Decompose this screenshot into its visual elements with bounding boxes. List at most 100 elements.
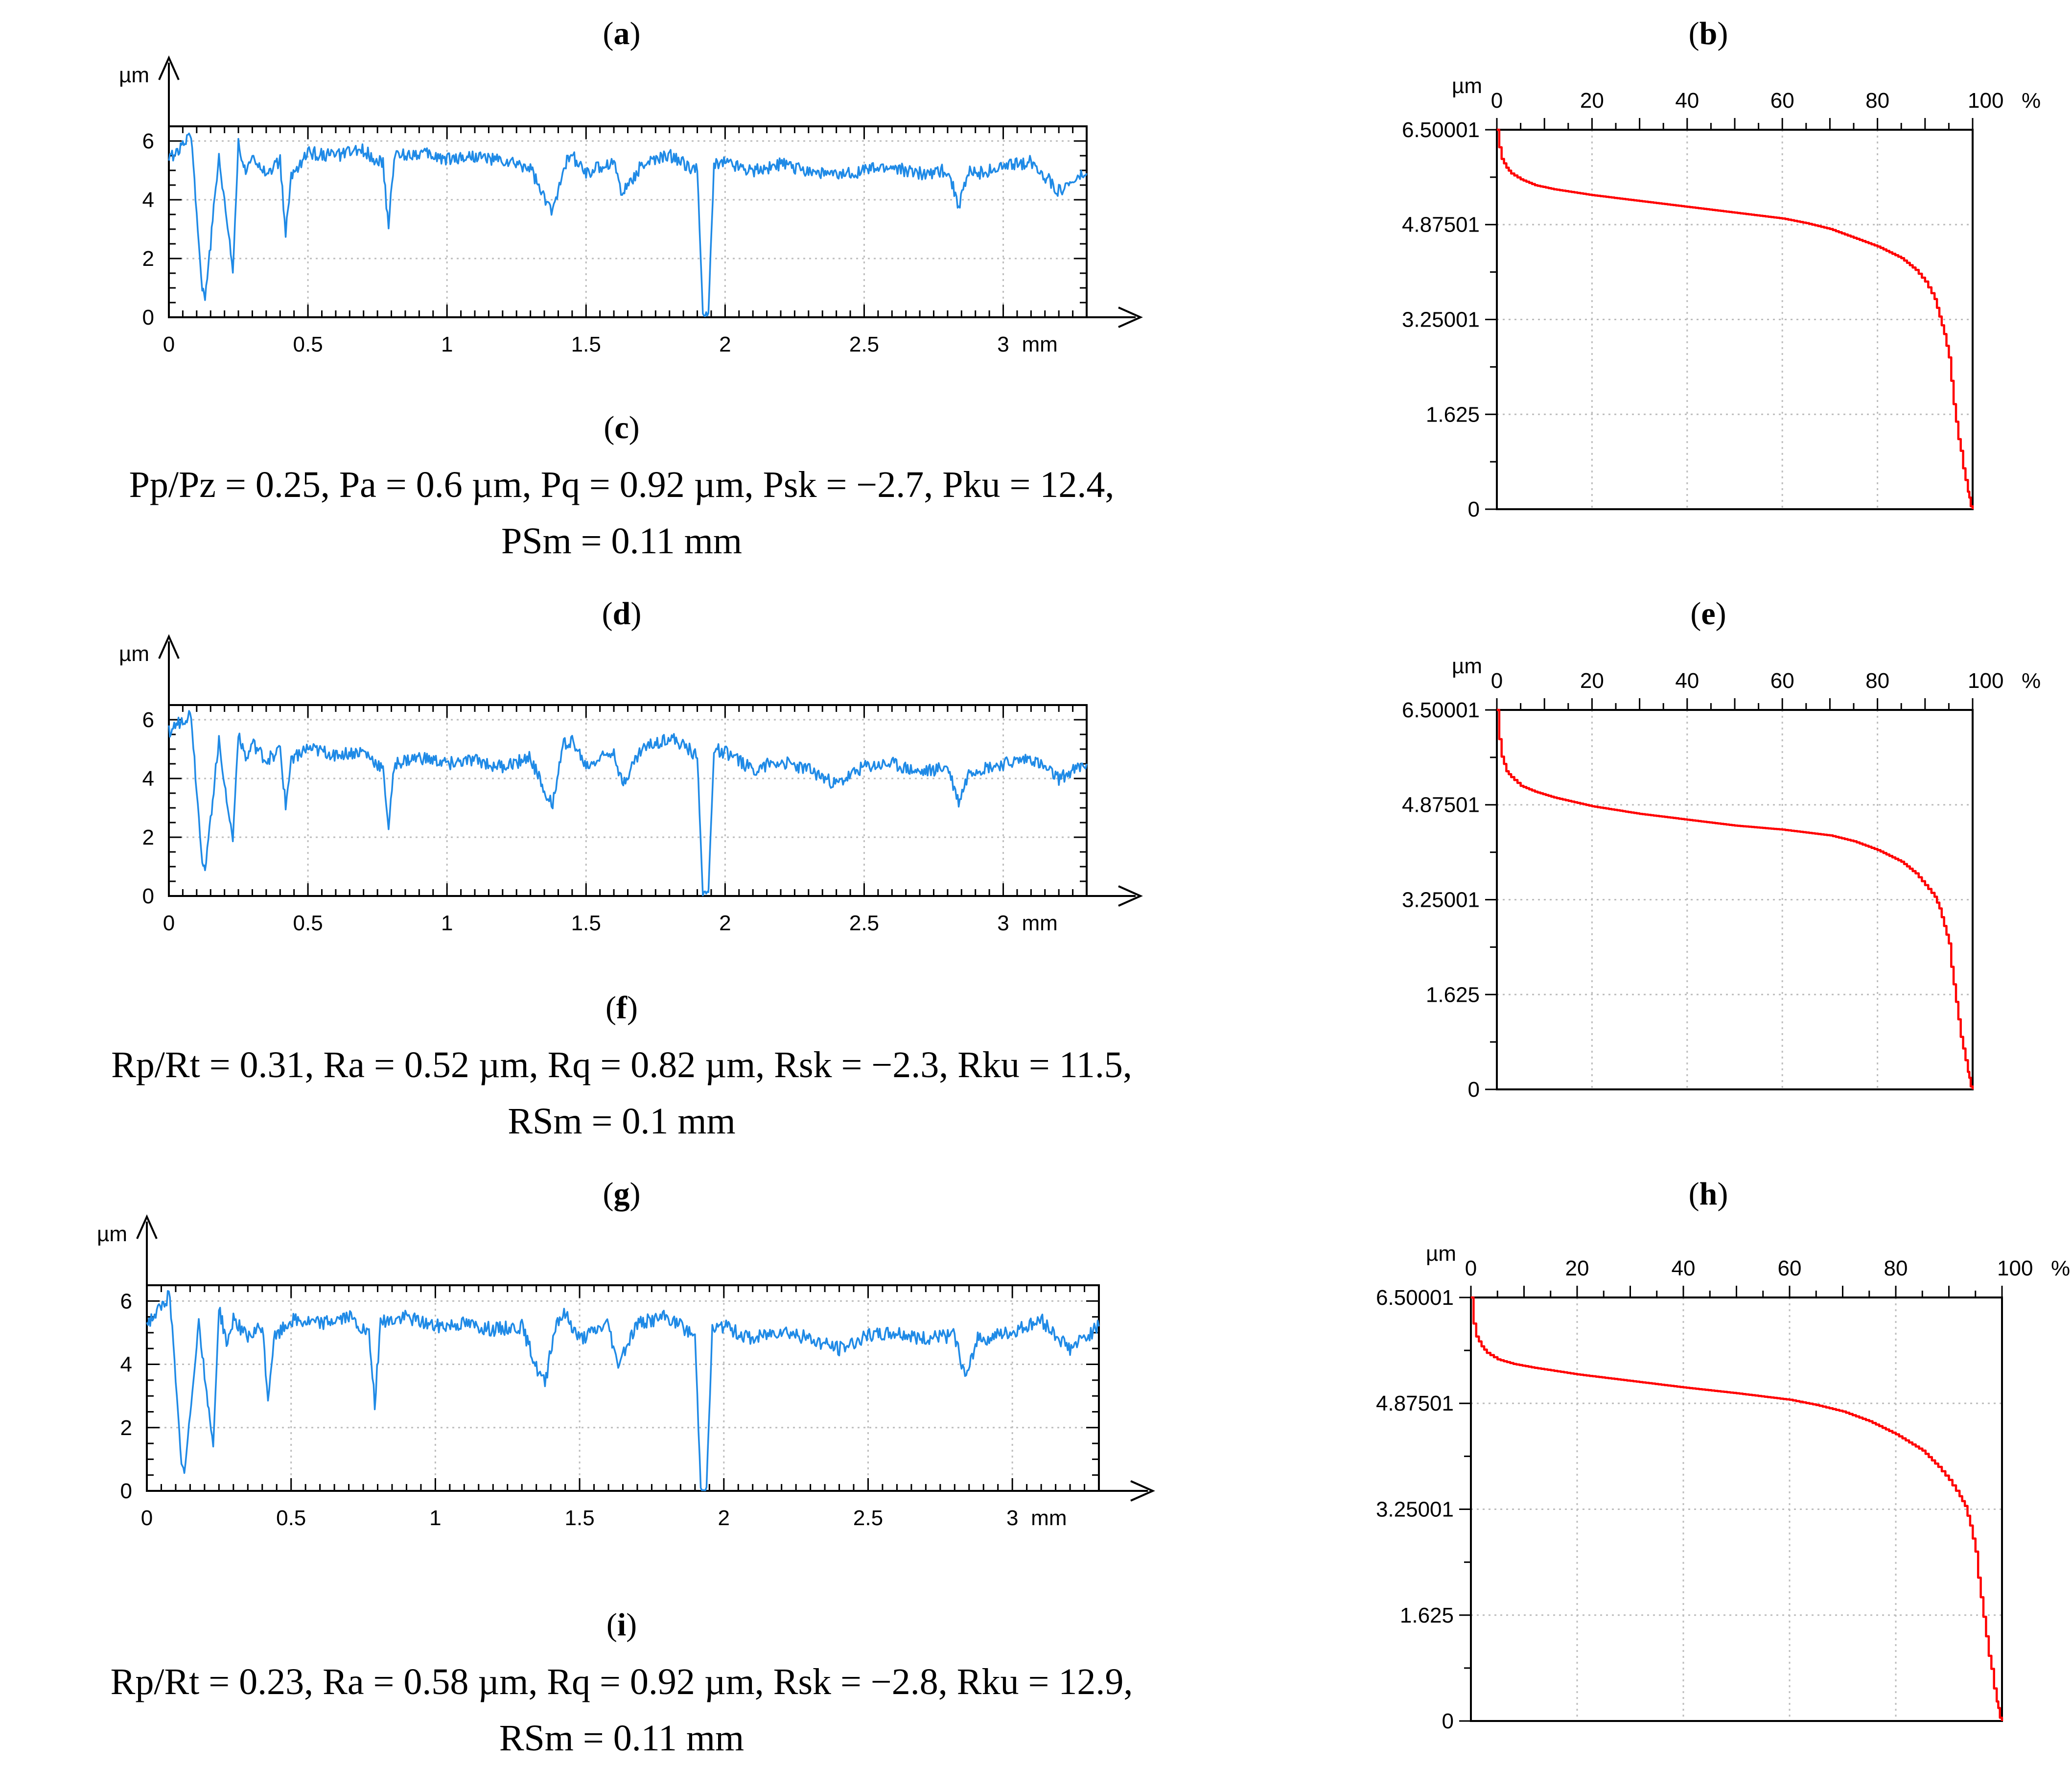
- y-tick-label: 3.25001: [1376, 1497, 1454, 1521]
- panel-label-h: (h): [1689, 1176, 1728, 1212]
- y-tick-label: 4: [120, 1353, 132, 1377]
- x-tick-label: 0: [1465, 1256, 1477, 1280]
- x-tick-label: 1.5: [571, 332, 601, 356]
- bearing-chart-e: 0 20 40 60 80 100 % 0 1.625 3.25001 4.87501 6.50001…: [1402, 654, 2041, 1102]
- y-tick-label: 4.87501: [1402, 213, 1480, 237]
- x-tick-label: 60: [1770, 89, 1794, 113]
- panel-label-b: (b): [1689, 16, 1728, 51]
- panel-label-d: (d): [602, 596, 642, 632]
- stats-f-line2: RSm = 0.1 mm: [508, 1101, 735, 1142]
- x-tick-label: 20: [1565, 1256, 1589, 1280]
- x-axis-arrowhead: [1118, 885, 1143, 907]
- y-tick-label: 2: [142, 825, 154, 849]
- x-unit-label: mm: [1031, 1506, 1067, 1530]
- x-tick-label: 2: [718, 1506, 730, 1530]
- y-tick-label: 3.25001: [1402, 307, 1480, 331]
- y-tick-label: 2: [120, 1416, 132, 1440]
- x-tick-label: 40: [1672, 1256, 1696, 1280]
- y-unit-label: µm: [97, 1222, 127, 1246]
- y-unit-label: µm: [1452, 74, 1482, 98]
- y-tick-label: 2: [142, 247, 154, 271]
- x-tick-label: 80: [1865, 669, 1889, 693]
- x-tick-label: 80: [1865, 89, 1889, 113]
- profile-chart-a: 0 0.5 1 1.5 2 2.5 3 mm 0 2 4 6 µm: [119, 55, 1143, 356]
- x-tick-label: 2: [719, 911, 731, 935]
- x-unit-label: mm: [1022, 332, 1058, 356]
- x-tick-label: 2.5: [849, 911, 879, 935]
- y-tick-label: 1.625: [1400, 1603, 1454, 1627]
- x-tick-label: 2.5: [849, 332, 879, 356]
- bearing-chart-b: 0 20 40 60 80 100 % 0 1.625 3.25001 4.87501 6.50001…: [1402, 74, 2041, 521]
- x-tick-label: 0: [163, 911, 175, 935]
- y-unit-label: µm: [1426, 1242, 1456, 1266]
- plot-frame: [168, 704, 1088, 897]
- y-tick-label: 4.87501: [1376, 1391, 1454, 1415]
- x-tick-label: 100: [1968, 669, 2003, 693]
- x-axis-arrowhead: [1130, 1480, 1155, 1502]
- profile-series-line: [168, 132, 1088, 317]
- x-tick-label: 40: [1675, 669, 1699, 693]
- y-tick-label: 0: [120, 1479, 132, 1503]
- y-axis-arrowhead: [136, 1214, 158, 1239]
- x-unit-label: %: [2051, 1256, 2070, 1280]
- x-tick-label: 0: [163, 332, 175, 356]
- stats-i-line1: Rp/Rt = 0.23, Ra = 0.58 µm, Rq = 0.92 µm…: [111, 1661, 1133, 1702]
- x-tick-label: 0: [141, 1506, 153, 1530]
- x-tick-label: 60: [1778, 1256, 1802, 1280]
- profile-chart-d: 0 0.5 1 1.5 2 2.5 3 mm 0 2 4 6 µm: [119, 634, 1143, 935]
- y-tick-label: 0: [1468, 1078, 1480, 1102]
- panel-label-g: (g): [603, 1176, 641, 1212]
- plot-frame: [146, 1284, 1100, 1492]
- bearing-series-line: [1497, 128, 1974, 509]
- x-tick-label: 0.5: [293, 911, 323, 935]
- y-tick-label: 6.50001: [1376, 1286, 1454, 1310]
- y-tick-label: 4: [142, 767, 154, 791]
- x-tick-label: 1: [441, 332, 453, 356]
- y-tick-label: 6.50001: [1402, 118, 1480, 142]
- bearing-chart-h: 0 20 40 60 80 100 % 0 1.625 3.25001 4.87501 6.50001…: [1376, 1242, 2070, 1733]
- y-unit-label: µm: [119, 63, 149, 87]
- y-tick-label: 0: [142, 306, 154, 330]
- panel-label-e: (e): [1690, 596, 1726, 632]
- x-tick-label: 0.5: [276, 1506, 306, 1530]
- x-unit-label: %: [2022, 89, 2041, 113]
- stats-f-line1: Rp/Rt = 0.31, Ra = 0.52 µm, Rq = 0.82 µm…: [111, 1044, 1132, 1085]
- x-tick-label: 20: [1580, 89, 1604, 113]
- x-axis-arrowhead: [1118, 306, 1143, 328]
- stats-c-line2: PSm = 0.11 mm: [501, 520, 742, 562]
- y-unit-label: µm: [1452, 654, 1482, 678]
- x-tick-label: 3: [997, 911, 1009, 935]
- x-tick-label: 0: [1491, 89, 1503, 113]
- stats-i-line2: RSm = 0.11 mm: [499, 1718, 744, 1759]
- bearing-series-line: [1471, 1296, 2003, 1721]
- x-tick-label: 1.5: [571, 911, 601, 935]
- x-tick-label: 3: [1006, 1506, 1018, 1530]
- x-tick-label: 2: [719, 332, 731, 356]
- x-tick-label: 100: [1997, 1256, 2033, 1280]
- x-tick-label: 20: [1580, 669, 1604, 693]
- panel-label-f: (f): [605, 990, 638, 1026]
- x-tick-label: 0: [1491, 669, 1503, 693]
- x-tick-label: 2.5: [853, 1506, 883, 1530]
- y-tick-label: 6.50001: [1402, 698, 1480, 722]
- x-tick-label: 60: [1770, 669, 1794, 693]
- x-unit-label: mm: [1022, 911, 1058, 935]
- y-tick-label: 3.25001: [1402, 888, 1480, 912]
- y-tick-label: 6: [142, 708, 154, 732]
- y-tick-label: 0: [1468, 497, 1480, 521]
- stats-c-line1: Pp/Pz = 0.25, Pa = 0.6 µm, Pq = 0.92 µm,…: [129, 464, 1115, 505]
- y-axis-arrowhead: [158, 55, 180, 80]
- y-axis-arrowhead: [158, 634, 180, 659]
- x-tick-label: 1: [441, 911, 453, 935]
- x-tick-label: 1.5: [565, 1506, 595, 1530]
- panel-label-i: (i): [606, 1607, 637, 1643]
- x-tick-label: 80: [1884, 1256, 1908, 1280]
- profile-chart-g: 0 0.5 1 1.5 2 2.5 3 mm 0 2 4 6 µm: [97, 1214, 1155, 1530]
- x-unit-label: %: [2022, 669, 2041, 693]
- y-tick-label: 4.87501: [1402, 793, 1480, 817]
- y-tick-label: 1.625: [1426, 983, 1480, 1007]
- x-tick-label: 1: [429, 1506, 441, 1530]
- panel-label-a: (a): [603, 16, 641, 51]
- profile-series-line: [168, 710, 1088, 896]
